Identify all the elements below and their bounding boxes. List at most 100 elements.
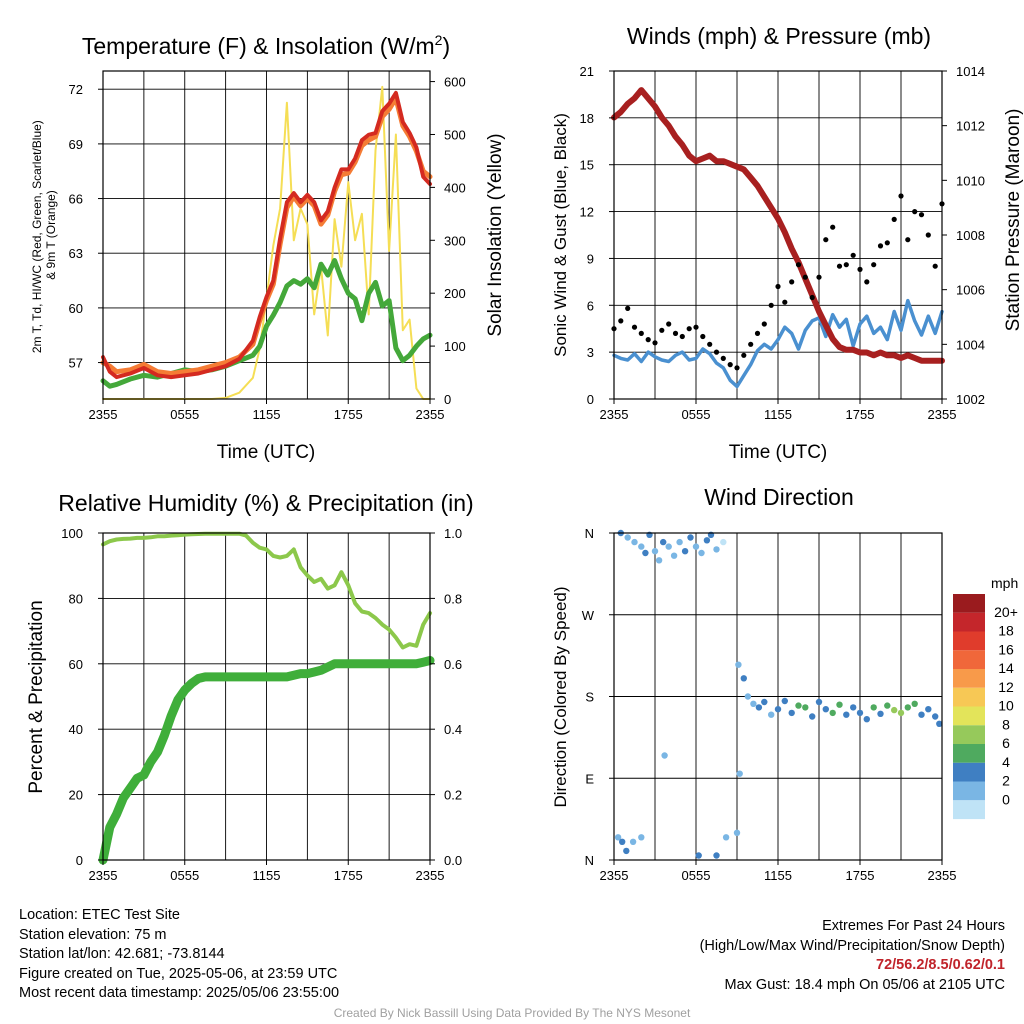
x-tick-label: 2355 <box>928 407 957 422</box>
direction-point <box>629 838 637 845</box>
direction-point <box>703 537 711 544</box>
direction-point <box>642 549 649 557</box>
direction-point <box>836 701 843 708</box>
direction-title: Wind Direction <box>704 484 854 510</box>
direction-point <box>720 538 727 546</box>
gust-point <box>672 330 679 336</box>
legend-label: 6 <box>1002 735 1010 751</box>
gust-point <box>884 240 890 246</box>
humidity-panel: Relative Humidity (%) & Precipitation (i… <box>26 490 474 883</box>
direction-point <box>660 538 667 546</box>
temperature-ylabel-left-line2: & 9m T (Orange) <box>44 190 58 280</box>
precip-series-line <box>98 656 435 865</box>
direction-series <box>614 529 943 859</box>
legend-label: 14 <box>998 660 1014 676</box>
direction-point <box>870 704 877 711</box>
extremes-info: Extremes For Past 24 Hours (High/Low/Max… <box>700 917 1005 995</box>
gust-point <box>891 216 897 222</box>
gust-point <box>707 341 713 347</box>
x-tick-label: 0555 <box>170 868 199 883</box>
direction-point <box>614 834 622 841</box>
y-tick-label: 69 <box>69 137 83 152</box>
direction-point <box>877 710 884 717</box>
winds-grid <box>614 71 942 399</box>
y-right-tick-label: 1006 <box>956 283 985 298</box>
gust-point <box>857 266 863 272</box>
direction-point <box>918 711 925 718</box>
gust-point <box>652 340 658 346</box>
direction-point <box>638 543 645 550</box>
direction-point <box>631 538 638 546</box>
direction-point <box>744 693 752 700</box>
gust-point <box>631 324 638 330</box>
y-right-tick-label: 1014 <box>956 64 985 79</box>
gust-point <box>864 279 870 285</box>
gust-point <box>877 243 884 249</box>
gust-point <box>754 330 761 336</box>
gust-point <box>727 362 733 368</box>
direction-point <box>750 700 757 707</box>
direction-point <box>829 709 836 717</box>
direction-point <box>781 697 788 705</box>
legend-swatch <box>953 706 985 726</box>
y-tick-label: 72 <box>69 82 83 97</box>
x-tick-label: 1155 <box>253 868 281 883</box>
direction-point <box>802 704 809 711</box>
winds-ylabel-left: Sonic Wind & Gust (Blue, Black) <box>551 113 570 357</box>
y-tick-label: 20 <box>69 788 83 803</box>
direction-point <box>788 709 795 717</box>
direction-point <box>733 829 741 836</box>
y-tick-label: N <box>585 853 594 868</box>
legend-swatch <box>953 612 985 632</box>
direction-point <box>856 709 864 717</box>
direction-point <box>736 770 743 777</box>
extremes-values: 72/56.2/8.5/0.62/0.1 <box>876 957 1005 973</box>
legend-swatch <box>953 669 985 688</box>
direction-point <box>884 702 891 709</box>
direction-point <box>891 706 898 714</box>
temperature-ticks: 2355 0555 1155 1755 2355 57 60 63 66 69 72 0 100 200 3… <box>69 75 466 422</box>
y-tick-label: 40 <box>69 722 83 737</box>
direction-point <box>695 852 702 859</box>
direction-grid <box>614 533 942 860</box>
y-tick-label: 60 <box>69 657 83 672</box>
x-tick-label: 1755 <box>334 868 363 883</box>
y-right-tick-label: 0 <box>444 392 451 407</box>
sonic-wind-series-line <box>612 298 944 389</box>
gust-point <box>905 237 911 243</box>
y-tick-label: 0 <box>76 853 83 868</box>
gust-point <box>734 365 740 371</box>
direction-point <box>676 538 683 546</box>
y-right-tick-label: 200 <box>444 286 466 301</box>
gust-point <box>625 305 631 311</box>
y-right-tick-label: 0.2 <box>444 788 462 803</box>
winds-series <box>611 87 945 389</box>
legend-label: 20+ <box>994 604 1018 620</box>
direction-panel: Wind Direction 2355 0555 1155 1755 2355 N E S W N… <box>551 484 1018 883</box>
humidity-ticks: 2355 0555 1155 1755 2355 0 20 40 60 80 100 0.0 0.2 0.… <box>61 526 462 883</box>
y-tick-label: 63 <box>69 246 83 261</box>
legend-label: 18 <box>998 623 1014 639</box>
direction-point <box>651 548 659 555</box>
direction-ylabel-left: Direction (Colored By Speed) <box>551 586 570 807</box>
pressure-series-line <box>611 87 945 364</box>
direction-point <box>619 838 626 845</box>
extremes-title: Extremes For Past 24 Hours <box>822 918 1005 934</box>
y-right-tick-label: 1012 <box>956 119 985 134</box>
gust-point <box>693 324 699 330</box>
gust-point <box>720 355 726 361</box>
direction-point <box>623 847 630 855</box>
direction-point <box>687 534 694 541</box>
gust-point <box>830 224 836 230</box>
x-tick-label: 2355 <box>89 868 118 883</box>
direction-point <box>670 552 678 559</box>
humidity-grid <box>103 533 430 860</box>
y-right-tick-label: 1008 <box>956 228 985 243</box>
temperature-xlabel: Time (UTC) <box>217 442 316 463</box>
direction-point <box>735 661 742 668</box>
direction-point <box>755 704 763 711</box>
x-tick-label: 1155 <box>764 407 792 422</box>
y-tick-label: 6 <box>587 298 594 313</box>
direction-point <box>911 700 918 707</box>
